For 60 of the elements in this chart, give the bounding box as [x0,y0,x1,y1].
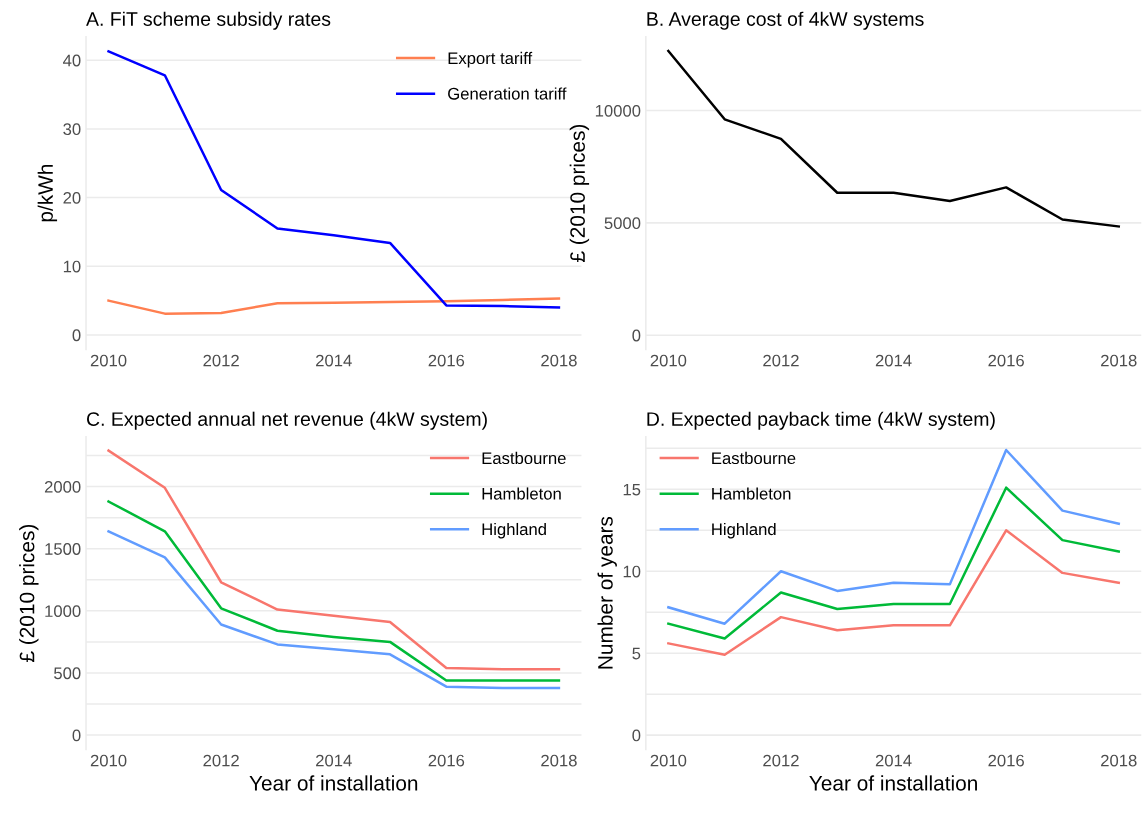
legend-label: Export tariff [448,51,533,68]
legend-label: Hambleton [712,487,791,500]
legend-label: Hambleton [482,487,561,500]
y-tick-label: 0 [632,329,641,342]
x-tick-label: 2012 [203,754,239,767]
chart-title: D. Expected payback time (4kW system) [647,411,995,430]
x-tick-label: 2016 [988,754,1024,767]
y-tick-label: 1500 [45,543,81,555]
y-tick-label: 5 [632,647,641,660]
chart-title: B. Average cost of 4kW systems [647,11,924,30]
x-tick-label: 2014 [875,754,912,767]
x-tick-label: 2014 [316,354,352,367]
y-axis-title: p/kWh [37,164,58,222]
y-tick-label: 500 [54,667,81,680]
x-tick-label: 2010 [650,354,687,367]
x-tick-label: 2016 [988,354,1024,367]
line-series [667,486,1120,640]
legend-label: Highland [712,522,776,539]
x-tick-label: 2018 [1101,354,1137,367]
line-series [667,49,1120,228]
x-tick-label: 2010 [90,754,127,767]
x-tick-label: 2012 [763,754,799,767]
y-tick-label: 0 [632,729,641,742]
x-axis-title: Year of installation [249,775,418,791]
x-tick-label: 2012 [203,354,239,367]
x-tick-label: 2016 [428,354,465,367]
legend-label: Eastbourne [712,451,796,465]
x-tick-label: 2018 [1101,754,1137,767]
y-tick-label: 2000 [44,480,81,493]
y-tick-label: 20 [63,191,81,204]
x-tick-label: 2016 [428,754,465,767]
chart-title: C. Expected annual net revenue (4kW system) [87,411,487,430]
x-tick-label: 2014 [316,754,352,767]
y-tick-label: 30 [63,123,81,136]
y-axis-title: £ (2010 prices) [569,124,590,262]
y-tick-label: 1000 [45,605,81,618]
y-axis-title: Number of years [597,516,617,669]
x-tick-label: 2010 [90,354,127,367]
y-tick-label: 10000 [595,104,641,117]
y-tick-label: 15 [623,483,641,496]
line-series [107,500,561,682]
legend-label: Highland [482,522,546,539]
y-axis-title: £ (2010 prices) [19,524,39,663]
line-series [107,297,561,315]
y-tick-label: 0 [72,729,81,742]
line-series [667,448,1120,625]
y-tick-label: 10 [623,565,641,578]
chart-title: A. FiT scheme subsidy rates [86,11,331,30]
x-tick-label: 2012 [763,354,799,367]
legend-label: Generation tariff [448,87,567,100]
y-tick-label: 10 [63,260,81,273]
y-tick-label: 5000 [604,217,641,230]
x-tick-label: 2010 [650,754,687,767]
legend-label: Eastbourne [482,451,566,465]
x-tick-label: 2014 [875,354,912,367]
y-tick-label: 0 [72,329,81,342]
x-tick-label: 2018 [541,354,577,367]
y-tick-label: 40 [63,54,81,67]
x-tick-label: 2018 [541,754,577,767]
x-axis-title: Year of installation [809,775,977,791]
